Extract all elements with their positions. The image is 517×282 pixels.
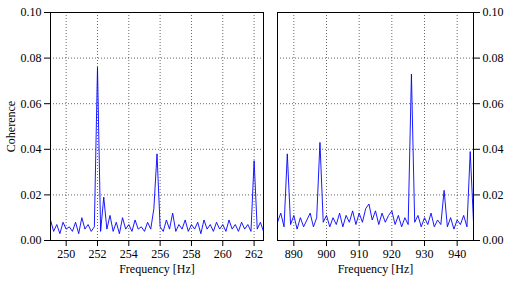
svg-text:0.02: 0.02 [483, 188, 504, 202]
svg-text:900: 900 [318, 247, 336, 261]
svg-text:0.00: 0.00 [483, 233, 504, 247]
svg-text:Coherence: Coherence [4, 101, 18, 152]
svg-text:0.00: 0.00 [21, 233, 42, 247]
svg-text:0.02: 0.02 [21, 188, 42, 202]
svg-text:260: 260 [214, 247, 232, 261]
svg-text:0.10: 0.10 [483, 5, 504, 19]
svg-text:940: 940 [448, 247, 466, 261]
svg-text:258: 258 [182, 247, 200, 261]
svg-text:0.04: 0.04 [483, 142, 504, 156]
svg-text:254: 254 [120, 247, 138, 261]
svg-text:0.06: 0.06 [483, 97, 504, 111]
svg-text:910: 910 [350, 247, 368, 261]
svg-text:890: 890 [285, 247, 303, 261]
svg-text:262: 262 [245, 247, 263, 261]
svg-text:920: 920 [383, 247, 401, 261]
svg-text:Frequency [Hz]: Frequency [Hz] [119, 262, 195, 276]
svg-text:250: 250 [57, 247, 75, 261]
svg-text:0.08: 0.08 [21, 51, 42, 65]
svg-text:256: 256 [151, 247, 169, 261]
svg-text:0.10: 0.10 [21, 5, 42, 19]
svg-text:0.08: 0.08 [483, 51, 504, 65]
svg-text:Frequency [Hz]: Frequency [Hz] [338, 262, 414, 276]
svg-text:930: 930 [416, 247, 434, 261]
svg-text:252: 252 [88, 247, 106, 261]
svg-text:0.06: 0.06 [21, 97, 42, 111]
svg-text:0.04: 0.04 [21, 142, 42, 156]
